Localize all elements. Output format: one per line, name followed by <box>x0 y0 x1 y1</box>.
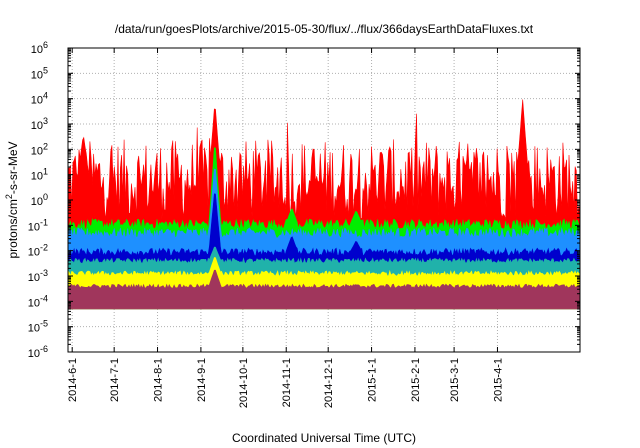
x-tick-label: 2014-11-1 <box>281 358 293 407</box>
y-axis-label-sup: 2 <box>4 194 14 199</box>
flux-series-area <box>67 269 581 310</box>
y-tick-label: 100 <box>31 192 48 208</box>
y-tick-label: 106 <box>31 40 48 56</box>
y-tick-label: 10-1 <box>28 217 48 233</box>
y-axis-label-rest: -s-sr-MeV <box>6 141 20 194</box>
chart-title: /data/run/goesPlots/archive/2015-05-30/f… <box>115 22 534 36</box>
y-tick-label: 104 <box>31 91 48 107</box>
x-axis-ticks: 2014-6-1 2014-7-1 2014-8-1 2014-9-1 2014-10-… <box>67 48 504 408</box>
x-tick-label: 2014-8-1 <box>153 358 165 402</box>
y-axis-label-main: protons/cm <box>6 199 20 258</box>
x-tick-label: 2015-1-1 <box>367 358 379 402</box>
x-tick-label: 2014-12-1 <box>323 358 335 408</box>
y-tick-label: 103 <box>31 116 48 132</box>
y-tick-label: 10-4 <box>28 293 48 309</box>
x-tick-label: 2015-4-1 <box>492 358 504 402</box>
x-axis-label: Coordinated Universal Time (UTC) <box>232 431 416 445</box>
y-tick-label: 10-2 <box>28 243 48 259</box>
x-tick-label: 2014-9-1 <box>196 358 208 402</box>
y-tick-label: 10-5 <box>28 319 48 335</box>
y-tick-label: 105 <box>31 65 48 81</box>
flux-areas <box>67 99 581 310</box>
y-axis-label: protons/cm2-s-sr-MeV <box>4 141 20 258</box>
y-axis-ticks: 10-6 10-5 10-4 10-3 10-2 10-1 100 101 102 103 104 1… <box>28 40 580 360</box>
x-tick-label: 2015-3-1 <box>449 358 461 402</box>
x-tick-label: 2015-2-1 <box>410 358 422 402</box>
y-tick-label: 10-3 <box>28 268 48 284</box>
y-tick-label: 102 <box>31 141 48 157</box>
x-tick-label: 2014-10-1 <box>238 358 250 408</box>
y-tick-label: 10-6 <box>28 344 48 360</box>
x-tick-label: 2014-6-1 <box>67 358 79 402</box>
y-tick-label: 101 <box>31 167 48 183</box>
x-tick-label: 2014-7-1 <box>109 358 121 402</box>
